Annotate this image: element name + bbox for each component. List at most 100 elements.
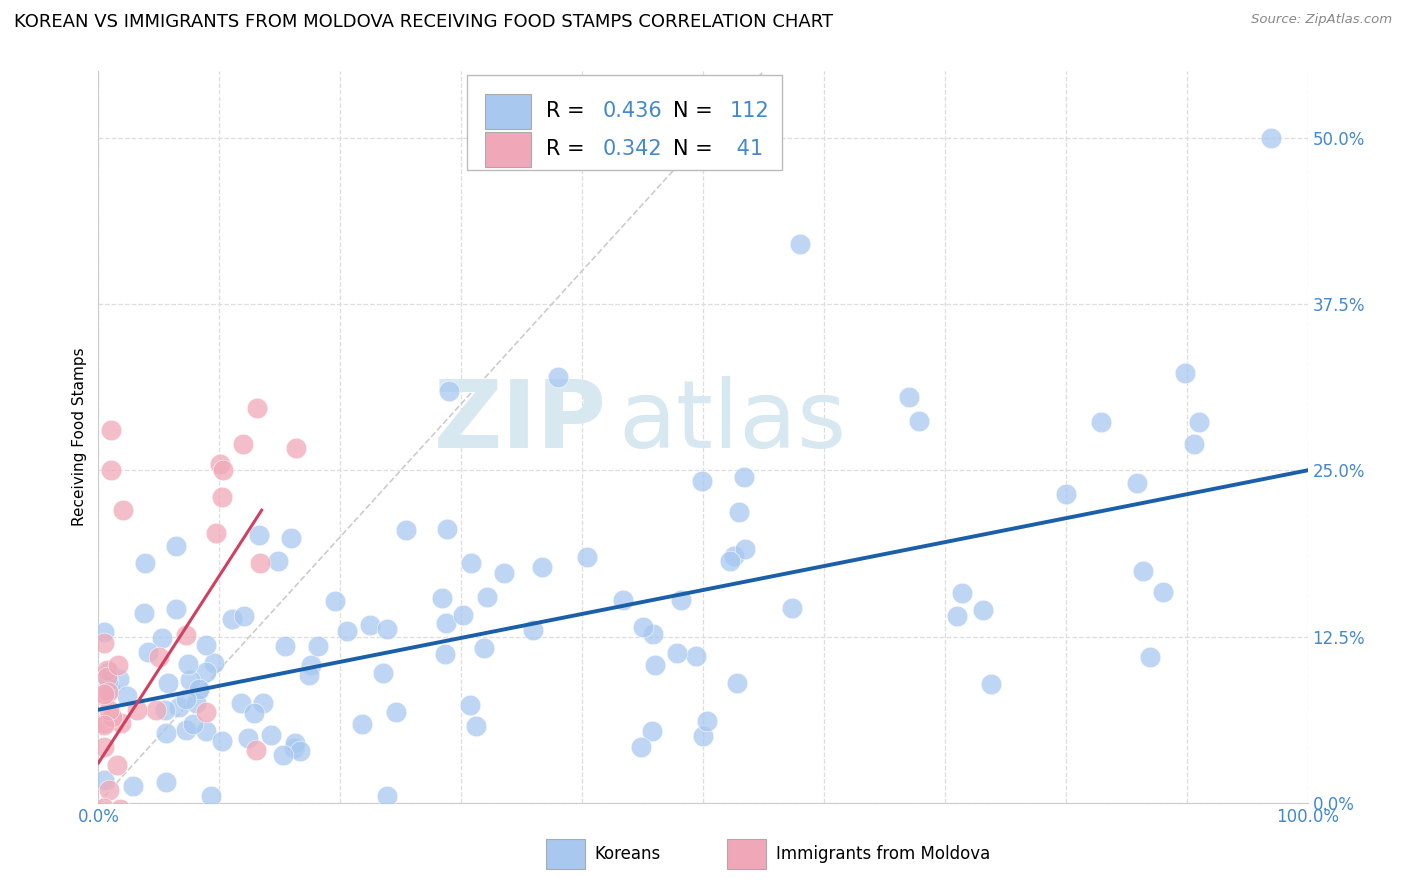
Point — [100, 463, 122, 477]
Point — [723, 549, 745, 563]
Text: Source: ZipAtlas.com: Source: ZipAtlas.com — [1251, 13, 1392, 27]
Point — [1139, 649, 1161, 664]
Point — [284, 441, 307, 455]
Point — [395, 523, 418, 537]
Point — [780, 601, 803, 615]
Point — [666, 646, 689, 660]
Point — [1132, 564, 1154, 578]
Point — [247, 527, 270, 541]
Point — [430, 591, 453, 606]
Text: atlas: atlas — [619, 376, 846, 468]
Point — [145, 703, 167, 717]
Point — [100, 836, 122, 850]
Point — [299, 657, 322, 672]
Point — [690, 475, 713, 489]
Point — [155, 774, 177, 789]
Point — [641, 626, 664, 640]
Point — [451, 607, 474, 622]
Point — [97, 685, 120, 699]
Point — [245, 742, 267, 756]
Point — [98, 665, 121, 679]
Point — [375, 789, 398, 804]
Point — [283, 736, 305, 750]
Point — [1125, 475, 1147, 490]
Point — [200, 789, 222, 804]
Point — [436, 522, 458, 536]
Point — [111, 503, 134, 517]
Point — [1090, 415, 1112, 429]
Point — [274, 640, 297, 654]
Point — [946, 609, 969, 624]
Point — [725, 676, 748, 690]
Point — [96, 663, 118, 677]
Point — [733, 470, 755, 484]
Point — [1054, 487, 1077, 501]
Text: KOREAN VS IMMIGRANTS FROM MOLDOVA RECEIVING FOOD STAMPS CORRELATION CHART: KOREAN VS IMMIGRANTS FROM MOLDOVA RECEIV… — [14, 13, 834, 31]
Point — [458, 698, 481, 712]
Y-axis label: Receiving Food Stamps: Receiving Food Stamps — [72, 348, 87, 526]
Point — [148, 650, 170, 665]
Point — [186, 697, 208, 711]
Point — [136, 645, 159, 659]
Point — [436, 615, 458, 630]
Text: 0.436: 0.436 — [603, 101, 662, 121]
Point — [98, 783, 121, 797]
Point — [110, 715, 132, 730]
Point — [174, 723, 197, 738]
Point — [696, 714, 718, 728]
Point — [176, 657, 198, 671]
FancyBboxPatch shape — [485, 94, 531, 128]
Point — [243, 706, 266, 720]
Point — [434, 647, 457, 661]
Point — [547, 370, 569, 384]
Point — [472, 641, 495, 656]
Point — [165, 539, 187, 553]
Point — [522, 623, 544, 637]
Point — [718, 554, 741, 568]
Point — [530, 560, 553, 574]
Point — [280, 532, 302, 546]
Point — [460, 556, 482, 570]
Point — [165, 602, 187, 616]
Point — [789, 237, 811, 252]
Point — [475, 590, 498, 604]
Point — [153, 703, 176, 717]
Point — [194, 705, 217, 719]
Point — [174, 691, 197, 706]
Point — [1260, 131, 1282, 145]
Point — [238, 731, 260, 745]
Point — [93, 838, 115, 852]
Point — [188, 681, 211, 696]
FancyBboxPatch shape — [467, 75, 782, 170]
Point — [631, 620, 654, 634]
Point — [211, 491, 233, 505]
Point — [188, 683, 211, 698]
Text: R =: R = — [546, 101, 591, 121]
Point — [359, 617, 381, 632]
Point — [93, 624, 115, 639]
Point — [249, 556, 271, 570]
Point — [385, 705, 408, 719]
Point — [167, 700, 190, 714]
Point — [669, 593, 692, 607]
Text: 112: 112 — [730, 101, 769, 121]
Point — [221, 612, 243, 626]
Point — [107, 658, 129, 673]
Point — [202, 656, 225, 670]
Point — [98, 703, 121, 717]
Point — [100, 849, 122, 863]
Point — [195, 638, 218, 652]
Point — [134, 556, 156, 570]
Point — [108, 673, 131, 687]
Text: Immigrants from Moldova: Immigrants from Moldova — [776, 845, 990, 863]
Point — [307, 639, 329, 653]
Point — [209, 457, 232, 471]
Text: N =: N = — [672, 101, 718, 121]
Point — [323, 593, 346, 607]
Point — [93, 801, 115, 815]
Point — [93, 636, 115, 650]
Point — [728, 506, 751, 520]
Point — [1188, 415, 1211, 429]
Point — [179, 673, 201, 688]
Point — [122, 779, 145, 793]
